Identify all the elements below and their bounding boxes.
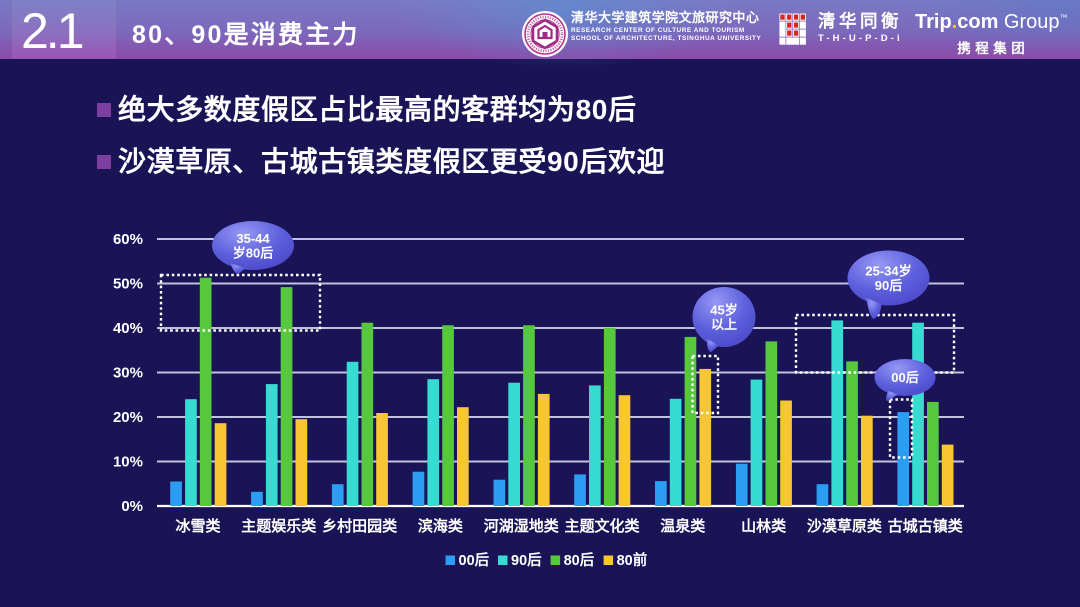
svg-text:滨海类: 滨海类: [418, 517, 464, 535]
svg-text:岁80后: 岁80后: [233, 245, 273, 260]
svg-text:00后: 00后: [891, 370, 918, 385]
svg-text:25-34岁: 25-34岁: [865, 263, 911, 278]
svg-text:60%: 60%: [113, 231, 143, 248]
svg-text:80后: 80后: [564, 552, 595, 569]
svg-text:0%: 0%: [121, 498, 143, 515]
svg-text:90后: 90后: [875, 278, 902, 293]
svg-text:30%: 30%: [113, 365, 143, 382]
svg-text:主题娱乐类: 主题娱乐类: [241, 517, 317, 535]
svg-text:主题文化类: 主题文化类: [564, 517, 640, 535]
svg-text:温泉类: 温泉类: [660, 517, 706, 535]
svg-text:00后: 00后: [459, 552, 490, 569]
svg-text:古城古镇类: 古城古镇类: [888, 517, 964, 535]
svg-text:河湖湿地类: 河湖湿地类: [484, 517, 560, 535]
svg-text:以上: 以上: [711, 317, 737, 332]
svg-text:10%: 10%: [113, 454, 143, 471]
svg-text:40%: 40%: [113, 320, 143, 337]
svg-text:20%: 20%: [113, 409, 143, 426]
svg-text:80前: 80前: [617, 551, 648, 569]
svg-text:乡村田园类: 乡村田园类: [322, 517, 398, 535]
svg-text:45岁: 45岁: [710, 302, 737, 317]
svg-text:35-44: 35-44: [236, 231, 270, 246]
svg-text:沙漠草原类: 沙漠草原类: [807, 517, 883, 535]
svg-text:冰雪类: 冰雪类: [175, 517, 221, 535]
svg-text:山林类: 山林类: [741, 517, 787, 535]
svg-text:50%: 50%: [113, 276, 143, 293]
svg-text:90后: 90后: [511, 552, 542, 569]
